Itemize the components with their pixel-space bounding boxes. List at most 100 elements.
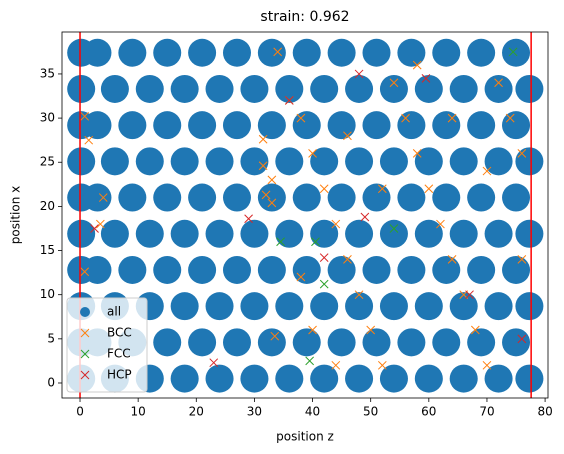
point [244, 214, 253, 224]
point [343, 131, 352, 141]
point [449, 219, 478, 248]
point [222, 111, 251, 140]
point [100, 147, 129, 176]
point [205, 74, 234, 103]
marker-stroke [421, 74, 431, 83]
point [67, 74, 96, 103]
legend-box [66, 297, 148, 393]
point [170, 364, 199, 393]
marker-stroke [258, 161, 268, 171]
point [170, 74, 199, 103]
marker-stroke [482, 360, 492, 370]
point [275, 74, 304, 103]
point [508, 47, 518, 57]
point [379, 364, 408, 393]
legend-label: BCC [107, 326, 132, 340]
marker-stroke [447, 113, 457, 123]
point [449, 292, 478, 321]
point [377, 360, 387, 370]
point [343, 255, 352, 264]
point [222, 255, 251, 284]
marker-stroke [80, 370, 90, 380]
point [188, 38, 217, 67]
point [331, 360, 341, 370]
point [240, 292, 269, 321]
y-tick-label: 35 [40, 66, 55, 80]
point [414, 219, 443, 248]
marker-stroke [90, 224, 99, 233]
y-tick-label: 30 [40, 111, 55, 125]
point [414, 74, 443, 103]
point [275, 292, 304, 321]
point [80, 267, 90, 277]
point [308, 325, 317, 335]
point [311, 237, 320, 247]
marker-stroke [244, 214, 253, 224]
marker-stroke [505, 113, 515, 123]
point [305, 356, 315, 366]
legend-marker [80, 349, 90, 359]
point [379, 292, 408, 321]
marker-stroke [508, 47, 518, 57]
y-tick-label: 0 [47, 375, 55, 389]
point [261, 190, 271, 200]
point [188, 183, 217, 212]
marker-stroke [401, 113, 410, 123]
chart-title: strain: 0.962 [260, 9, 349, 25]
point [432, 255, 461, 284]
point [484, 292, 513, 321]
point [188, 111, 217, 140]
point [153, 38, 182, 67]
point [296, 113, 306, 123]
marker-stroke [424, 184, 434, 194]
point [267, 198, 277, 208]
point [345, 292, 374, 321]
marker-stroke [389, 78, 399, 88]
point [432, 183, 461, 212]
point [118, 111, 147, 140]
point [502, 255, 531, 284]
marker-stroke [412, 60, 422, 70]
marker-stroke [284, 96, 294, 105]
marker-stroke [331, 360, 341, 370]
point [484, 147, 513, 176]
point [83, 38, 112, 67]
marker-stroke [354, 290, 364, 300]
legend-marker [80, 328, 90, 338]
point [292, 183, 321, 212]
point [118, 183, 147, 212]
point [517, 334, 527, 344]
point [170, 147, 199, 176]
marker-stroke [470, 325, 480, 335]
point [482, 360, 492, 370]
point [310, 364, 339, 393]
point [467, 38, 496, 67]
point [502, 111, 531, 140]
point [240, 74, 269, 103]
y-tick-label: 25 [40, 155, 55, 169]
marker-stroke [209, 358, 219, 368]
point [362, 328, 391, 357]
point [447, 255, 457, 264]
point [209, 358, 219, 368]
point [465, 290, 474, 300]
point [284, 96, 294, 105]
point [270, 331, 280, 341]
point [449, 74, 478, 103]
point [153, 255, 182, 284]
point [135, 147, 164, 176]
point [362, 183, 391, 212]
point [389, 78, 399, 88]
point [275, 147, 304, 176]
point [118, 255, 147, 284]
point [240, 364, 269, 393]
point [84, 135, 94, 145]
point [327, 328, 356, 357]
point [397, 328, 426, 357]
marker-stroke [305, 356, 315, 366]
point [517, 149, 527, 158]
point [482, 166, 492, 176]
x-tick-label: 20 [189, 405, 204, 419]
point [484, 74, 513, 103]
